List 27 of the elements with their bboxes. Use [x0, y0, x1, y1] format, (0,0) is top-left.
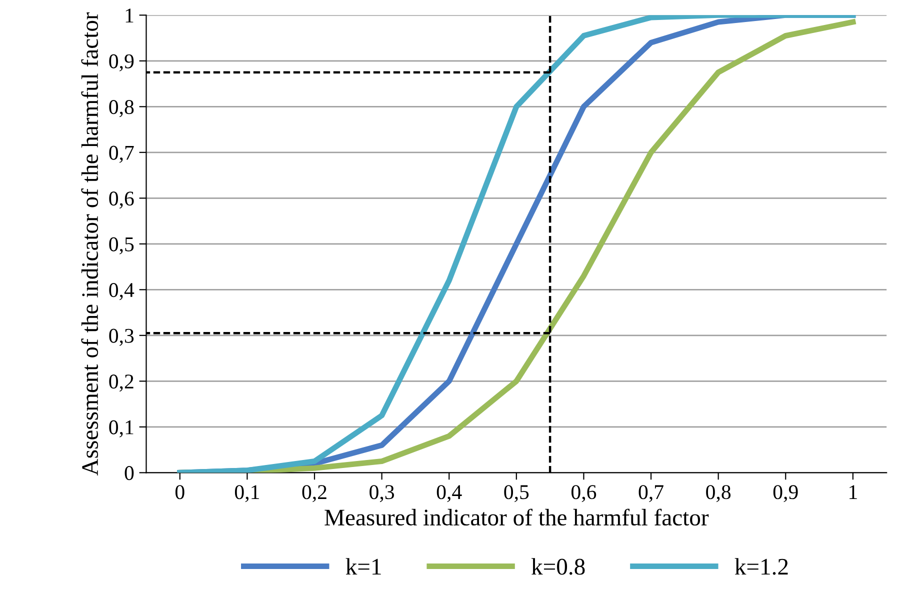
y-tick-label: 0,8 — [109, 100, 134, 118]
y-tick-label: 0,2 — [109, 374, 134, 392]
x-tick-label: 0,6 — [571, 485, 596, 502]
legend-label: k=1 — [346, 558, 381, 575]
y-tick-label: 0,4 — [109, 283, 134, 300]
y-tick-label: 0 — [124, 466, 134, 480]
x-tick-label: 0 — [175, 485, 184, 500]
y-tick-label: 0,9 — [109, 54, 134, 72]
x-tick-label: 0,8 — [706, 485, 731, 502]
x-tick-label: 0,5 — [504, 485, 529, 502]
y-tick-label: 0,7 — [109, 146, 134, 163]
x-tick-label: 0,2 — [302, 485, 326, 502]
x-tick-label: 0,9 — [773, 485, 798, 502]
legend-label: k=1.2 — [734, 558, 788, 575]
x-tick-label: 0,4 — [436, 485, 462, 502]
x-tick-label: 0,3 — [370, 485, 394, 502]
y-tick-label: 0,3 — [109, 328, 134, 346]
y-tick-label: 0,6 — [109, 192, 134, 209]
x-axis-title: Measured indicator of the harmful factor — [324, 508, 709, 526]
y-tick-label: 0,5 — [109, 237, 134, 254]
legend-label: k=0.8 — [531, 558, 585, 575]
y-tick-label: 1 — [126, 8, 134, 22]
x-tick-label: 0,7 — [638, 485, 664, 502]
x-tick-label: 1 — [850, 485, 857, 499]
x-tick-label: 0,1 — [234, 485, 259, 502]
y-tick-label: 0,1 — [109, 420, 134, 438]
y-axis-title: Assessment of the indicator of the harmful factor — [81, 12, 98, 476]
